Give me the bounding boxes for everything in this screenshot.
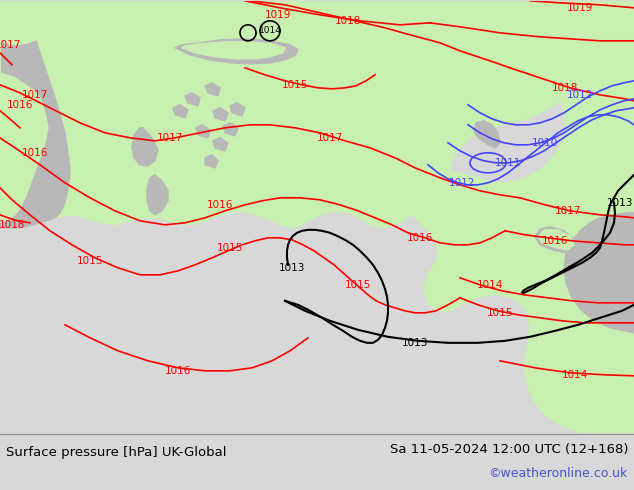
Text: 1016: 1016 <box>207 200 233 210</box>
Polygon shape <box>185 93 200 106</box>
Polygon shape <box>213 138 228 151</box>
Text: 1018: 1018 <box>335 16 361 26</box>
Text: Surface pressure [hPa] UK-Global: Surface pressure [hPa] UK-Global <box>6 446 226 459</box>
Polygon shape <box>132 128 158 166</box>
Polygon shape <box>128 123 162 171</box>
Polygon shape <box>474 121 500 148</box>
Text: 1017: 1017 <box>317 133 343 143</box>
Text: 1017: 1017 <box>22 90 48 100</box>
Text: ©weatheronline.co.uk: ©weatheronline.co.uk <box>489 467 628 480</box>
Polygon shape <box>223 123 238 136</box>
Polygon shape <box>0 1 70 228</box>
Polygon shape <box>182 42 285 59</box>
Polygon shape <box>535 227 576 253</box>
Polygon shape <box>196 125 210 138</box>
Polygon shape <box>176 178 200 215</box>
Text: 1014: 1014 <box>259 26 281 35</box>
Text: 1013: 1013 <box>279 263 305 273</box>
Text: 1012: 1012 <box>567 90 593 100</box>
Polygon shape <box>175 39 298 64</box>
Text: 1012: 1012 <box>449 178 476 188</box>
Polygon shape <box>213 108 228 121</box>
Text: 1015: 1015 <box>281 80 308 90</box>
Text: 1018: 1018 <box>0 220 25 230</box>
Text: 1010: 1010 <box>532 138 558 148</box>
Text: 1015: 1015 <box>487 308 513 318</box>
Polygon shape <box>125 153 170 218</box>
Text: 1011: 1011 <box>495 158 521 168</box>
Polygon shape <box>173 105 188 118</box>
Polygon shape <box>205 83 220 96</box>
Polygon shape <box>0 1 55 45</box>
Text: 1013: 1013 <box>607 198 633 208</box>
Polygon shape <box>564 213 634 333</box>
Text: 1018: 1018 <box>552 83 578 93</box>
Text: Sa 11-05-2024 12:00 UTC (12+168): Sa 11-05-2024 12:00 UTC (12+168) <box>389 443 628 456</box>
Text: 1013: 1013 <box>402 338 428 348</box>
Text: 1015: 1015 <box>217 243 243 253</box>
Text: 1016: 1016 <box>165 366 191 376</box>
Polygon shape <box>230 103 245 116</box>
Polygon shape <box>408 1 634 433</box>
Polygon shape <box>147 175 168 215</box>
Text: 1016: 1016 <box>542 236 568 246</box>
Polygon shape <box>0 1 634 228</box>
Text: 1017: 1017 <box>0 40 21 50</box>
Text: 1017: 1017 <box>157 133 183 143</box>
Text: 1019: 1019 <box>265 10 291 20</box>
Text: 1019: 1019 <box>567 3 593 13</box>
Text: 1014: 1014 <box>562 370 588 380</box>
Text: 1016: 1016 <box>407 233 433 243</box>
Text: 1016: 1016 <box>22 148 48 158</box>
Text: 1014: 1014 <box>477 280 503 290</box>
Polygon shape <box>205 155 218 168</box>
Text: 1017: 1017 <box>555 206 581 216</box>
Text: 1016: 1016 <box>7 100 33 110</box>
Polygon shape <box>0 1 48 223</box>
Text: 1015: 1015 <box>77 256 103 266</box>
Polygon shape <box>538 230 574 250</box>
Text: 1015: 1015 <box>345 280 371 290</box>
